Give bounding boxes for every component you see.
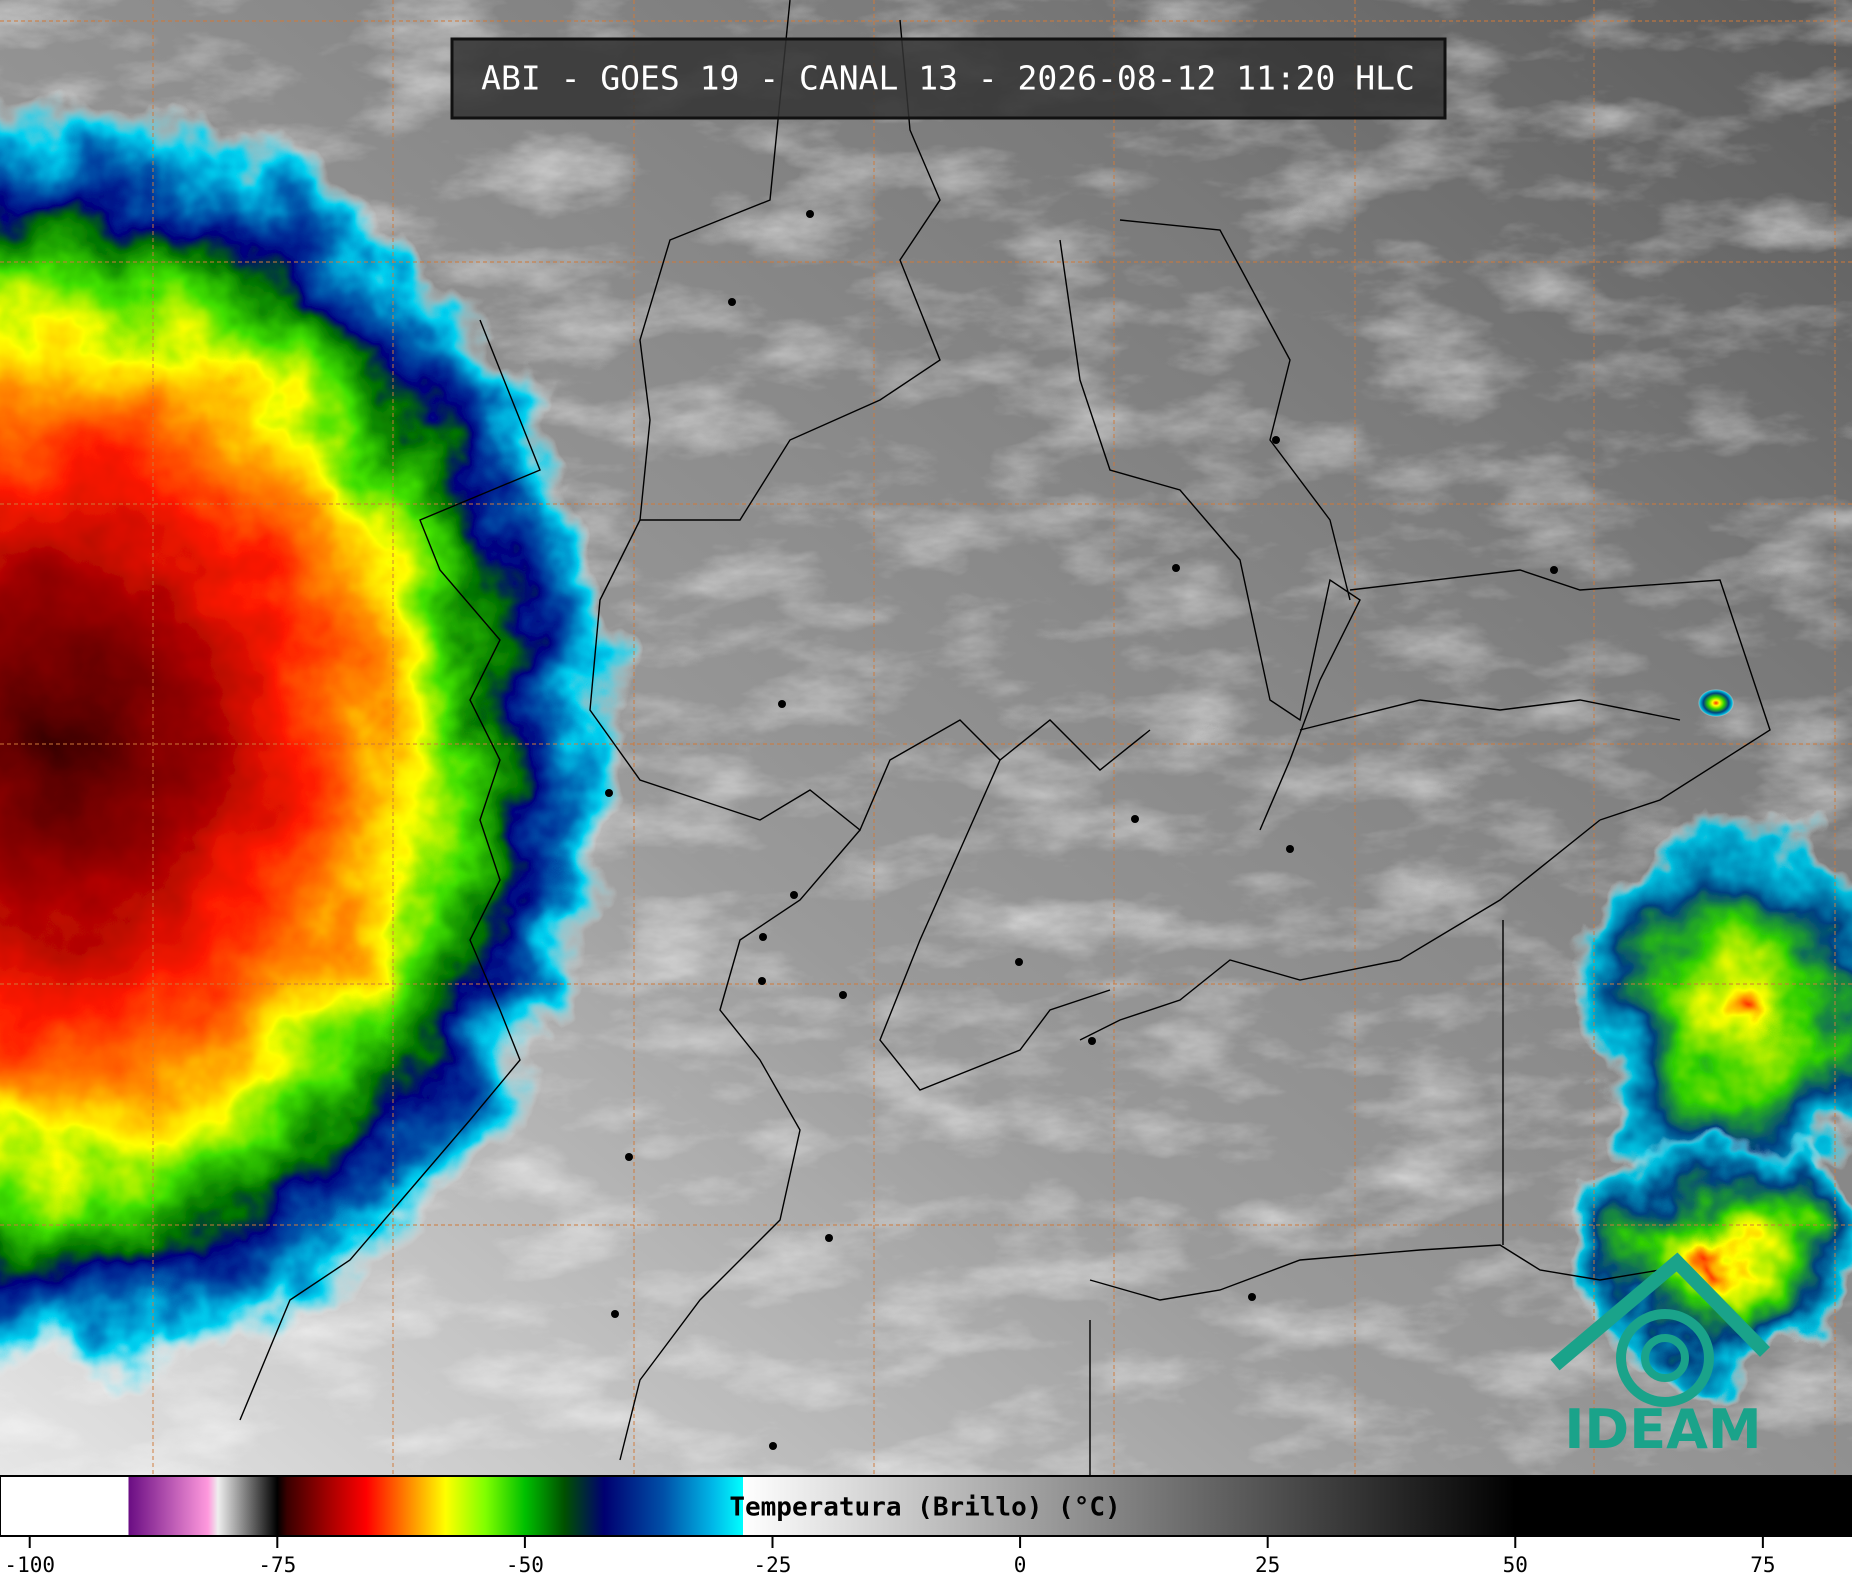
title-box: ABI - GOES 19 - CANAL 13 - 2026-08-12 11… xyxy=(450,37,1447,120)
graticule xyxy=(0,0,1852,1476)
colorbar-tick-label: 75 xyxy=(1750,1553,1775,1577)
cities xyxy=(605,210,1558,1450)
image-title: ABI - GOES 19 - CANAL 13 - 2026-08-12 11… xyxy=(481,59,1415,98)
satellite-image xyxy=(0,0,1852,1476)
colorbar-label: Temperatura (Brillo) (°C) xyxy=(729,1493,1120,1523)
logo: IDEAM xyxy=(1550,1252,1771,1461)
colorbar: Temperatura (Brillo) (°C) -100 -75 -50 -25 0… xyxy=(0,1475,1852,1577)
colorbar-tick-label: -50 xyxy=(506,1553,544,1577)
colorbar-tick-label: -25 xyxy=(754,1553,792,1577)
colorbar-tick-label: 25 xyxy=(1255,1553,1280,1577)
colorbar-tick-label: -75 xyxy=(258,1553,296,1577)
colorbar-tick-label: -100 xyxy=(4,1553,55,1577)
colorbar-tick-label: 0 xyxy=(1014,1553,1027,1577)
borders xyxy=(239,0,1771,1476)
logo-text: IDEAM xyxy=(1564,1398,1761,1461)
colorbar-tick-label: 50 xyxy=(1503,1553,1528,1577)
